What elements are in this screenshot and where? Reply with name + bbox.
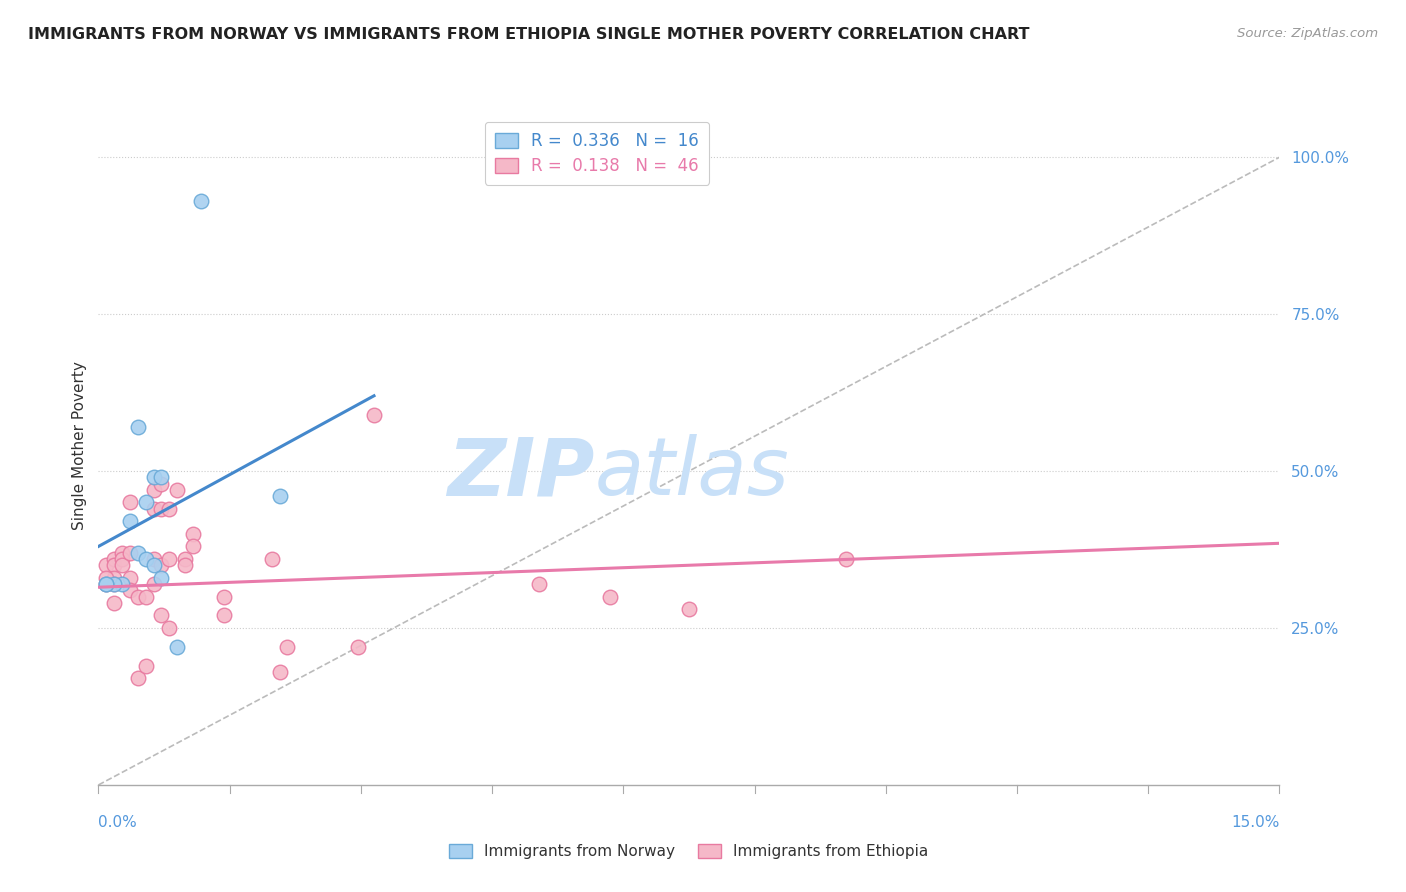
Point: [214, 590, 236, 604]
Point: [181, 540, 204, 554]
Point: [111, 577, 134, 591]
Point: [529, 577, 551, 591]
Text: 0.0%: 0.0%: [98, 815, 138, 830]
Text: IMMIGRANTS FROM NORWAY VS IMMIGRANTS FROM ETHIOPIA SINGLE MOTHER POVERTY CORRELA: IMMIGRANTS FROM NORWAY VS IMMIGRANTS FRO…: [28, 27, 1029, 42]
Point: [127, 546, 149, 560]
Point: [150, 501, 173, 516]
Point: [157, 621, 180, 635]
Point: [142, 470, 165, 484]
Point: [276, 640, 298, 654]
Point: [111, 558, 134, 573]
Point: [142, 501, 165, 516]
Point: [96, 571, 118, 585]
Text: atlas: atlas: [595, 434, 789, 512]
Point: [135, 552, 157, 566]
Point: [181, 527, 204, 541]
Point: [127, 590, 149, 604]
Point: [142, 483, 165, 497]
Point: [157, 501, 180, 516]
Text: Source: ZipAtlas.com: Source: ZipAtlas.com: [1237, 27, 1378, 40]
Point: [150, 470, 173, 484]
Point: [214, 608, 236, 623]
Point: [135, 590, 157, 604]
Point: [103, 596, 125, 610]
Point: [96, 577, 118, 591]
Point: [135, 495, 157, 509]
Point: [96, 558, 118, 573]
Point: [118, 514, 141, 528]
Point: [157, 552, 180, 566]
Text: 15.0%: 15.0%: [1232, 815, 1279, 830]
Point: [142, 552, 165, 566]
Point: [190, 194, 212, 209]
Point: [599, 590, 621, 604]
Point: [103, 577, 125, 591]
Point: [150, 571, 173, 585]
Point: [150, 608, 173, 623]
Point: [111, 552, 134, 566]
Point: [363, 408, 385, 422]
Point: [166, 483, 188, 497]
Point: [103, 571, 125, 585]
Point: [174, 558, 197, 573]
Point: [103, 552, 125, 566]
Point: [127, 671, 149, 685]
Point: [142, 577, 165, 591]
Point: [835, 552, 858, 566]
Point: [118, 546, 141, 560]
Point: [127, 420, 149, 434]
Point: [135, 658, 157, 673]
Point: [150, 558, 173, 573]
Point: [150, 476, 173, 491]
Point: [142, 558, 165, 573]
Point: [118, 495, 141, 509]
Point: [103, 577, 125, 591]
Y-axis label: Single Mother Poverty: Single Mother Poverty: [72, 361, 87, 531]
Point: [347, 640, 370, 654]
Point: [103, 558, 125, 573]
Text: ZIP: ZIP: [447, 434, 595, 512]
Point: [166, 640, 188, 654]
Point: [269, 665, 291, 679]
Point: [111, 546, 134, 560]
Legend: Immigrants from Norway, Immigrants from Ethiopia: Immigrants from Norway, Immigrants from …: [443, 838, 935, 865]
Point: [678, 602, 700, 616]
Point: [260, 552, 283, 566]
Point: [96, 577, 118, 591]
Point: [96, 577, 118, 591]
Point: [118, 571, 141, 585]
Point: [269, 489, 291, 503]
Point: [118, 583, 141, 598]
Point: [174, 552, 197, 566]
